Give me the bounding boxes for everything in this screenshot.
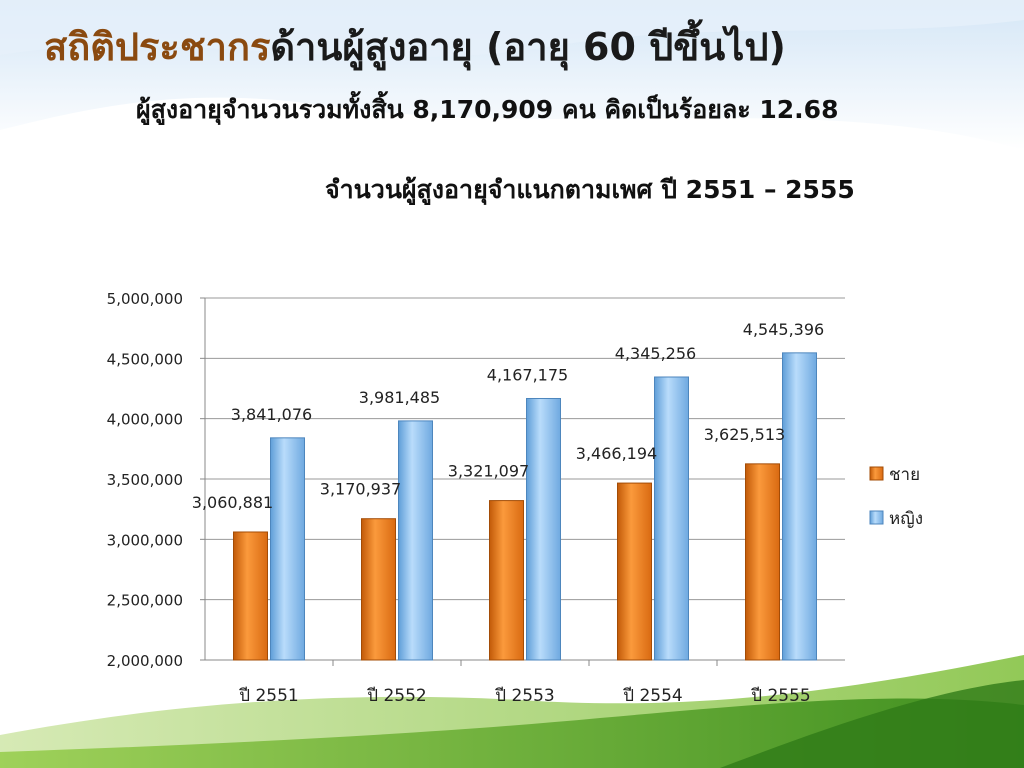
y-tick-label: 3,000,000 [107,531,183,549]
data-label: 4,345,256 [615,344,696,363]
slide-title-rest: ด้านผู้สูงอายุ (อายุ 60 ปีขึ้นไป) [270,25,786,69]
bar-female [270,437,305,661]
axes: 2,000,000 2,500,000 3,000,000 3,500,000 4,00… [107,290,845,706]
bar-male [617,482,652,661]
bar-female [654,376,689,661]
data-label: 3,841,076 [231,405,312,424]
legend-label: หญิง [889,509,923,529]
gridlines [205,297,845,661]
bar-male [233,531,268,661]
x-tick-label: ปี 2555 [750,686,810,706]
x-tick-label: ปี 2551 [238,686,298,706]
data-label: 3,060,881 [192,493,273,512]
y-tick-label: 4,000,000 [107,411,183,429]
data-label: 4,545,396 [743,320,824,339]
data-label: 3,625,513 [704,425,785,444]
sky-swoosh-2 [0,0,1024,58]
bars [233,352,817,661]
bar-female [398,420,433,661]
data-label: 3,321,097 [448,462,529,481]
y-tick-label: 3,500,000 [107,471,183,489]
data-label: 3,466,194 [576,444,657,463]
y-tick-label: 4,500,000 [107,350,183,368]
y-tick-label: 2,500,000 [107,592,183,610]
bar-male [361,518,396,661]
data-labels: 3,060,881 3,841,076 3,170,937 3,981,485 3,32… [192,320,824,512]
x-tick-label: ปี 2552 [366,686,426,706]
legend-swatch [869,466,884,481]
y-tick-label: 2,000,000 [107,652,183,670]
data-label: 3,170,937 [320,480,401,499]
slide-subtitle: ผู้สูงอายุจำนวนรวมทั้งสิ้น 8,170,909 คน … [136,95,839,124]
bar-male [489,500,524,661]
bar-female [526,397,561,661]
data-label: 3,981,485 [359,388,440,407]
data-label: 4,167,175 [487,365,568,384]
legend-label: ชาย [889,465,920,485]
hill-dark [720,680,1024,768]
x-tick-label: ปี 2553 [494,686,554,706]
chart-title: จำนวนผู้สูงอายุจำแนกตามเพศ ปี 2551 – 255… [325,175,855,204]
slide-title: สถิติประชากรด้านผู้สูงอายุ (อายุ 60 ปีขึ… [44,16,786,77]
legend-swatch [869,510,884,525]
y-tick-label: 5,000,000 [107,290,183,308]
x-tick-label: ปี 2554 [622,686,682,706]
slide-title-accent: สถิติประชากร [44,25,271,69]
bar-female [782,352,817,661]
bar-male [745,463,780,661]
